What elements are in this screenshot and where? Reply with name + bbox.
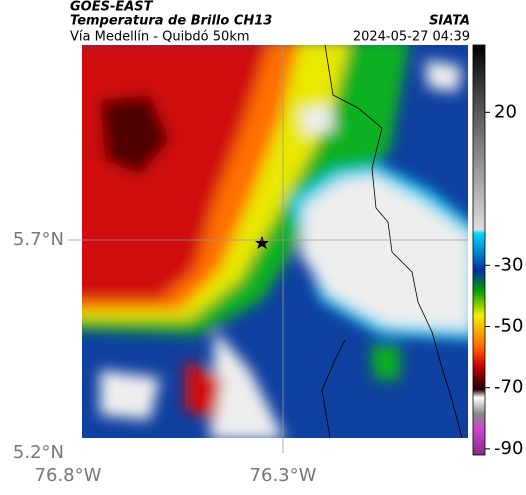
source: SIATA [429, 14, 470, 29]
axes: 5.7°N 5.2°N76.8°W 76.3°W 20 -30 -50 -70 -90 [13, 45, 523, 486]
timestamp: 2024-05-27 04:39 [353, 30, 470, 45]
lon-tick-label: 76.3°W [250, 465, 317, 486]
title: GOES-EAST [70, 0, 154, 15]
lat-tick-label: 5.7°N [13, 229, 64, 250]
lat-tick-label: 5.2°N [13, 442, 64, 463]
lon-tick-label: 76.8°W [35, 465, 102, 486]
colorbar-tick-label: -90 [494, 438, 523, 459]
colorbar-tick-label: -50 [494, 315, 523, 336]
colorbar-tick-label: -70 [494, 377, 523, 398]
subtitle: Temperatura de Brillo CH13 [70, 14, 272, 29]
colorbar [472, 44, 486, 456]
colorbar-tick-label: 20 [494, 101, 517, 122]
satellite-image [82, 45, 468, 438]
colorbar-tick-label: -30 [494, 254, 523, 275]
route: Vía Medellín - Quibdó 50km [70, 30, 250, 45]
